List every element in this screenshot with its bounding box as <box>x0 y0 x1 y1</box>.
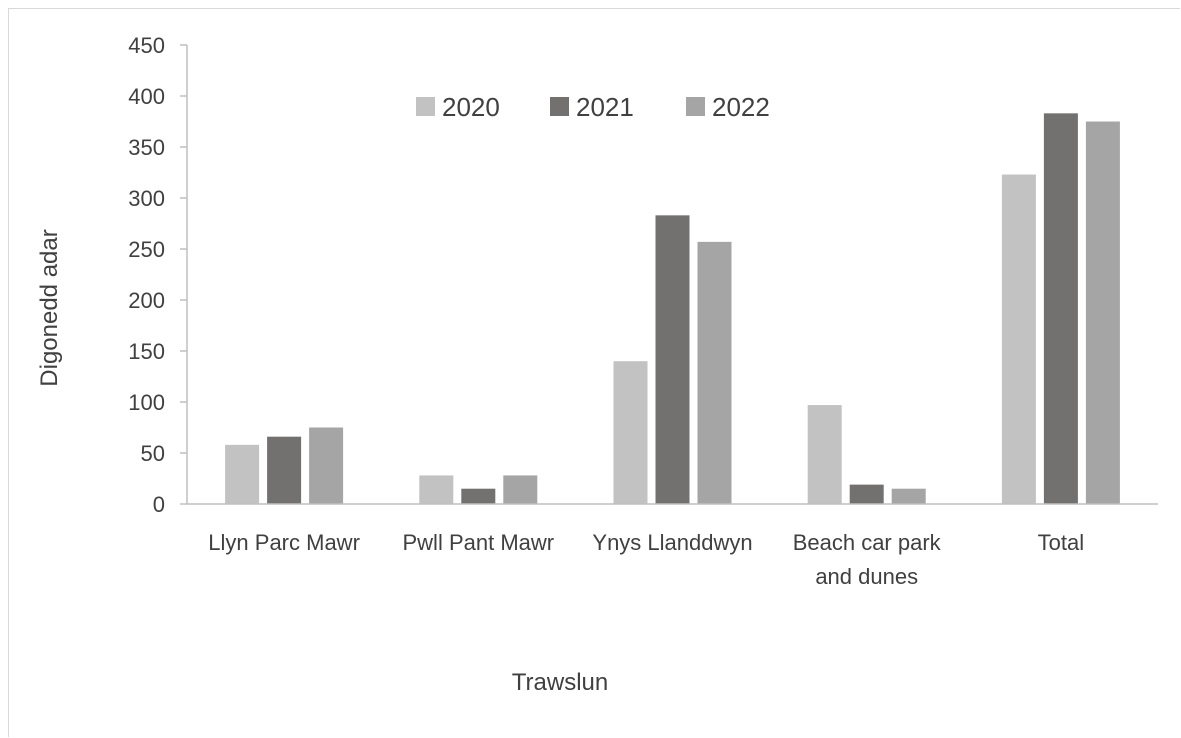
y-tick-label: 300 <box>128 186 165 211</box>
y-tick-label: 0 <box>153 492 165 517</box>
x-category-label: Ynys Llanddwyn <box>592 530 752 555</box>
bar-2021 <box>267 436 302 504</box>
bar-2020 <box>1001 174 1036 505</box>
bar-2021 <box>655 215 690 504</box>
legend-swatch <box>686 97 705 116</box>
x-category-label: Pwll Pant Mawr <box>403 530 555 555</box>
x-category-label: and dunes <box>815 564 918 589</box>
bar-2021 <box>461 488 496 504</box>
bar-2022 <box>503 475 538 504</box>
x-axis-title: Trawslun <box>512 669 608 696</box>
bar-2020 <box>613 361 648 504</box>
bar-2022 <box>309 427 344 504</box>
legend-label: 2022 <box>712 92 770 122</box>
legend: 2020 2021 2022 <box>416 92 770 122</box>
bar-2020 <box>225 444 260 504</box>
bar-2022 <box>697 241 732 505</box>
x-category-label: Total <box>1038 530 1084 555</box>
bar-2020 <box>419 475 454 504</box>
bar-2022 <box>891 488 926 504</box>
y-tick-label: 450 <box>128 33 165 58</box>
bar-2021 <box>849 484 884 504</box>
chart-frame <box>8 8 1180 737</box>
y-tick-label: 400 <box>128 84 165 109</box>
bars <box>225 113 1120 505</box>
y-tick-label: 100 <box>128 390 165 415</box>
legend-label: 2021 <box>576 92 634 122</box>
y-tick-label: 250 <box>128 237 165 262</box>
legend-swatch <box>550 97 569 116</box>
y-tick-label: 350 <box>128 135 165 160</box>
y-axis-ticks: 0 50 100 150 200 250 300 350 400 450 <box>128 33 187 517</box>
x-category-label: Llyn Parc Mawr <box>208 530 360 555</box>
y-tick-label: 50 <box>141 441 165 466</box>
legend-swatch <box>416 97 435 116</box>
x-category-label: Beach car park <box>793 530 942 555</box>
bar-2020 <box>807 405 842 504</box>
bar-2022 <box>1085 121 1120 504</box>
bar-2021 <box>1043 113 1078 504</box>
y-axis-title: Digonedd adar <box>36 229 63 386</box>
legend-label: 2020 <box>442 92 500 122</box>
y-tick-label: 150 <box>128 339 165 364</box>
x-axis-category-labels: Llyn Parc Mawr Pwll Pant Mawr Ynys Llanddw… <box>208 530 1084 589</box>
y-tick-label: 200 <box>128 288 165 313</box>
